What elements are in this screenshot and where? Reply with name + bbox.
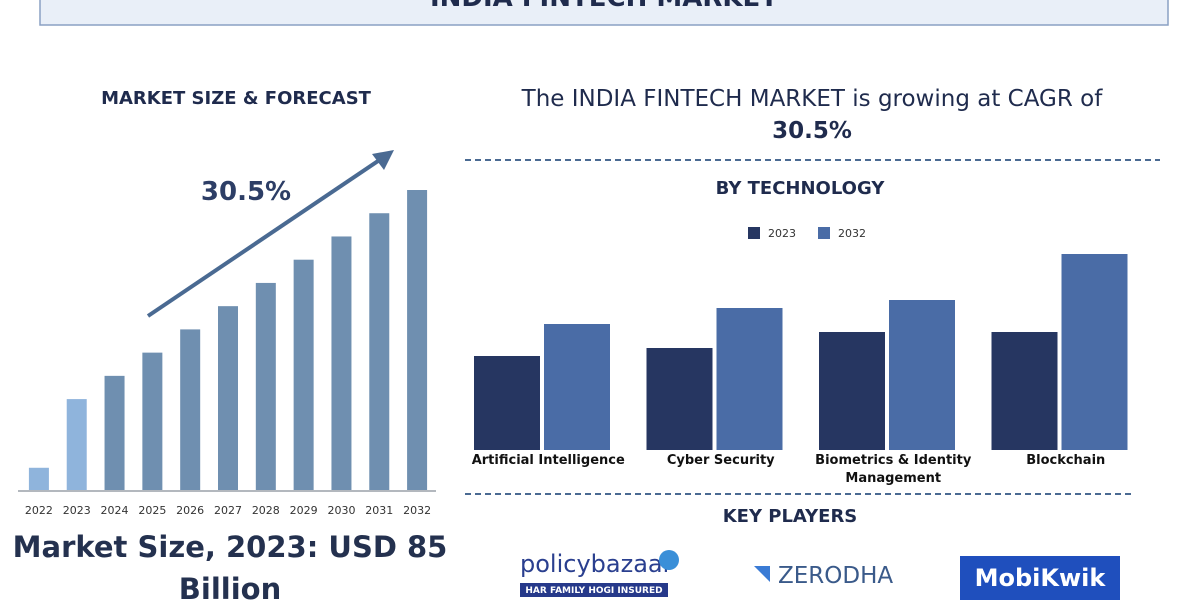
bar: [331, 236, 352, 490]
x-tick-label: 2027: [214, 504, 242, 517]
legend-label: 2023: [768, 227, 796, 240]
bar: [991, 332, 1058, 450]
logo-icon: [659, 550, 679, 570]
bar: [255, 282, 276, 490]
logo-text: policybazaar: [520, 550, 673, 578]
section-title: KEY PLAYERS: [723, 506, 858, 527]
x-tick-label: 2028: [252, 504, 280, 517]
bar: [474, 356, 540, 450]
x-tick-label: 2031: [365, 504, 393, 517]
arrow-head: [372, 150, 394, 170]
bar: [180, 329, 201, 490]
bar: [1061, 254, 1128, 450]
bar: [544, 324, 610, 450]
legend-label: 2032: [838, 227, 866, 240]
bar: [104, 375, 125, 490]
logo-icon: [754, 566, 770, 582]
x-tick-label: Cyber Security: [666, 453, 775, 468]
x-tick-label: 2030: [327, 504, 355, 517]
market-size: Market Size, 2023: USD 85 Billion: [12, 530, 448, 600]
x-tick-label: 2032: [403, 504, 431, 517]
logo-text: HAR FAMILY HOGI INSURED: [525, 586, 662, 596]
x-tick-label: 2029: [290, 504, 318, 517]
logo-box: [960, 556, 1120, 600]
bar: [218, 306, 238, 490]
bar: [66, 399, 87, 490]
x-tick-label: 2026: [176, 504, 204, 517]
bar: [142, 352, 163, 490]
chart-title: MARKET SIZE & FORECAST: [101, 88, 372, 109]
bar: [889, 300, 955, 450]
legend-swatch: [818, 227, 830, 239]
x-tick-label: 2025: [138, 504, 166, 517]
logo-text: ZERODHA: [778, 563, 893, 589]
x-tick-label: Artificial Intelligence: [471, 453, 625, 468]
bar: [646, 348, 713, 450]
x-tick-label: 2022: [25, 504, 53, 517]
logo-text: MobiKwik: [975, 564, 1107, 592]
annotation: 30.5%: [201, 177, 291, 207]
x-tick-label: Blockchain: [1026, 453, 1106, 468]
bar: [716, 308, 783, 450]
logo-band: [520, 583, 668, 597]
bar: [407, 190, 428, 490]
bar: [819, 332, 885, 450]
x-tick-label: Biometrics & Identity Management: [815, 453, 972, 486]
bar: [293, 259, 314, 490]
x-tick-label: 2024: [101, 504, 129, 517]
title-banner: [39, 0, 1169, 26]
cagr-text: The INDIA FINTECH MARKET is growing at C…: [521, 86, 1103, 112]
growth-arrow: [146, 155, 386, 318]
cagr-value: 30.5%: [772, 118, 852, 144]
legend-swatch: [748, 227, 760, 239]
page-title: INDIA FINTECH MARKET: [430, 0, 778, 13]
bar: [28, 467, 49, 490]
x-tick-label: 2023: [63, 504, 91, 517]
bar: [369, 213, 390, 490]
chart-title: BY TECHNOLOGY: [716, 178, 886, 199]
